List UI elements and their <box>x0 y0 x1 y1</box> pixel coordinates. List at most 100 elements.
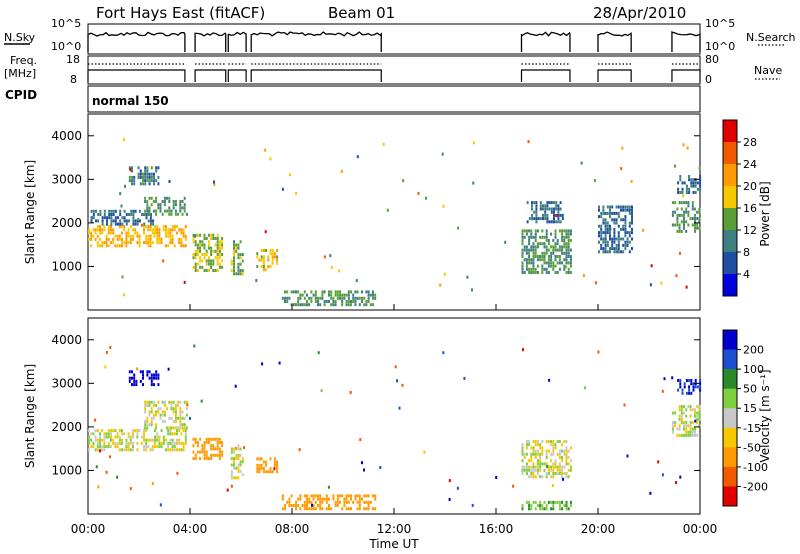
range-gate-cell <box>696 414 699 418</box>
range-gate-cell <box>148 172 151 176</box>
range-gate-cell <box>543 242 546 246</box>
range-gate-cell <box>269 252 272 256</box>
range-gate-cell <box>149 438 152 442</box>
range-gate-cell <box>543 235 546 239</box>
range-gate-cell <box>330 303 333 307</box>
range-gate-cell <box>132 216 135 220</box>
range-gate-cell <box>165 231 167 235</box>
range-gate-cell <box>155 200 158 203</box>
range-gate-cell <box>617 234 620 238</box>
range-gate-cell <box>177 426 180 430</box>
scatter-cell <box>213 180 215 184</box>
range-gate-cell <box>678 201 681 205</box>
range-gate-cell <box>133 383 136 387</box>
range-gate-cell <box>150 379 153 383</box>
range-gate-cell <box>216 233 219 237</box>
range-gate-cell <box>696 187 699 191</box>
range-gate-cell <box>131 370 133 374</box>
range-gate-cell <box>230 259 233 263</box>
range-gate-cell <box>631 218 633 222</box>
range-gate-cell <box>165 438 167 442</box>
nsky-tick-top: 10^5 <box>51 17 81 30</box>
range-gate-cell <box>345 507 348 511</box>
range-gate-cell <box>694 207 696 211</box>
range-gate-cell <box>550 255 553 258</box>
range-gate-cell <box>312 293 315 297</box>
range-gate-cell <box>565 475 568 479</box>
range-gate-cell <box>521 264 524 268</box>
range-gate-cell <box>170 404 173 407</box>
range-gate-cell <box>372 290 374 294</box>
range-gate-cell <box>145 234 148 238</box>
range-gate-cell <box>155 410 158 414</box>
scatter-cell <box>466 275 469 279</box>
range-gate-cell <box>103 445 106 449</box>
range-gate-cell <box>284 504 286 507</box>
range-gate-cell <box>544 204 547 208</box>
range-gate-cell <box>233 269 235 273</box>
range-gate-cell <box>142 182 144 186</box>
range-gate-cell <box>690 382 693 386</box>
range-gate-cell <box>273 460 276 464</box>
range-gate-cell <box>680 408 683 412</box>
range-gate-cell <box>145 237 148 241</box>
range-gate-cell <box>241 253 244 257</box>
range-gate-cell <box>541 475 544 479</box>
range-gate-cell <box>525 229 528 233</box>
range-gate-cell <box>156 438 159 442</box>
range-gate-cell <box>535 217 538 221</box>
range-gate-cell <box>345 303 348 307</box>
range-gate-cell <box>233 460 235 464</box>
range-gate-cell <box>110 241 112 245</box>
range-gate-cell <box>312 507 315 511</box>
range-gate-cell <box>101 241 104 245</box>
range-gate-cell <box>680 201 683 205</box>
range-gate-cell <box>276 255 279 259</box>
range-gate-cell <box>698 408 701 412</box>
range-gate-cell <box>552 248 555 252</box>
range-gate-cell <box>361 497 363 501</box>
range-gate-cell <box>132 237 134 241</box>
range-gate-cell <box>207 246 210 250</box>
range-gate-cell <box>691 430 694 434</box>
scatter-cell <box>194 234 196 238</box>
range-gate-cell <box>203 453 206 457</box>
range-gate-cell <box>179 203 182 207</box>
range-gate-cell <box>269 470 272 474</box>
range-gate-cell <box>352 500 355 504</box>
range-gate-cell <box>218 243 221 247</box>
scatter-cell <box>311 503 313 507</box>
range-gate-cell <box>617 237 620 241</box>
data-block <box>677 379 702 395</box>
range-gate-cell <box>530 452 533 456</box>
range-gate-cell <box>602 221 605 225</box>
range-gate-cell <box>276 249 279 252</box>
range-gate-cell <box>521 449 524 453</box>
range-gate-cell <box>239 256 242 260</box>
scatter-cell <box>159 503 162 507</box>
range-gate-cell <box>546 204 549 208</box>
range-gate-cell <box>532 500 535 504</box>
range-gate-cell <box>194 457 197 460</box>
range-gate-cell <box>137 166 140 170</box>
range-gate-cell <box>678 408 681 412</box>
range-gate-cell <box>303 500 306 504</box>
range-gate-cell <box>162 228 165 232</box>
range-gate-cell <box>691 421 694 425</box>
range-gate-cell <box>150 373 153 377</box>
range-gate-cell <box>671 411 674 415</box>
range-gate-cell <box>347 290 350 294</box>
range-gate-cell <box>534 251 537 255</box>
range-gate-cell <box>545 251 548 255</box>
range-gate-cell <box>680 417 683 421</box>
range-gate-cell <box>561 443 564 447</box>
range-gate-cell <box>135 383 138 387</box>
range-gate-cell <box>545 245 548 249</box>
range-gate-cell <box>163 209 166 213</box>
range-gate-cell <box>125 241 128 245</box>
range-gate-cell <box>150 179 153 183</box>
range-gate-cell <box>332 497 335 501</box>
range-gate-cell <box>676 223 679 227</box>
range-gate-cell <box>230 463 233 467</box>
